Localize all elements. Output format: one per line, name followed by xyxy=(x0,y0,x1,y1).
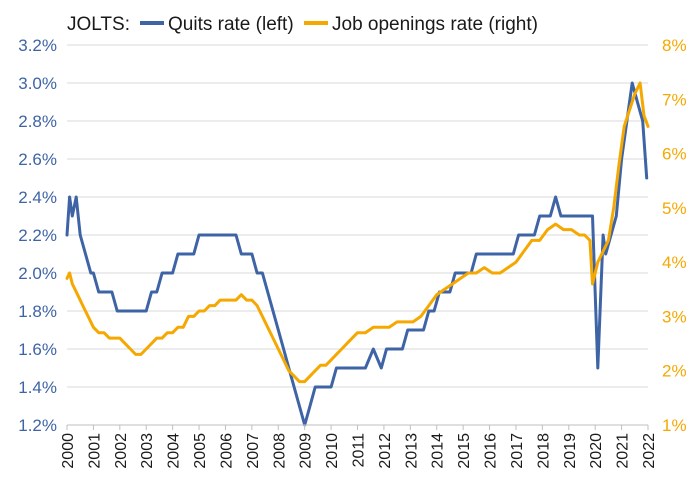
legend-prefix: JOLTS: xyxy=(67,14,130,35)
x-axis-tick-label: 2011 xyxy=(351,433,368,468)
left-axis-tick-label: 2.2% xyxy=(18,226,57,245)
x-axis-tick-label: 2001 xyxy=(86,433,103,469)
left-axis: 1.2% 1.4% 1.6% 1.8% 2.0% 2.2% 2.4% 2.6% 2.8% 3.0%… xyxy=(18,36,57,435)
x-axis-tick-label: 2021 xyxy=(615,433,632,469)
left-axis-tick-label: 1.6% xyxy=(18,340,57,359)
right-axis-tick-label: 5% xyxy=(662,199,687,218)
x-axis-tick-label: 2007 xyxy=(245,433,262,469)
left-axis-tick-label: 1.8% xyxy=(18,302,57,321)
x-axis-tick-label: 2005 xyxy=(192,433,209,469)
x-axis-tick-label: 2019 xyxy=(562,433,579,469)
x-axis-tick-label: 2015 xyxy=(456,433,473,469)
series-line-quits xyxy=(65,81,649,427)
right-axis-tick-label: 7% xyxy=(662,90,687,109)
right-axis-tick-label: 8% xyxy=(662,36,687,55)
x-axis-tick-label: 2022 xyxy=(641,433,658,469)
left-axis-tick-label: 3.0% xyxy=(18,74,57,93)
x-axis-tick-label: 2002 xyxy=(113,433,130,469)
right-axis: 1% 2% 3% 4% 5% 6% 7% 8% xyxy=(662,36,687,435)
x-axis-tick-label: 2017 xyxy=(509,433,526,469)
x-axis-tick-label: 2004 xyxy=(166,433,183,469)
x-axis-tick-label: 2012 xyxy=(377,433,394,469)
series-line-openings xyxy=(65,81,650,384)
series-layer xyxy=(65,81,650,427)
left-axis-tick-label: 2.8% xyxy=(18,112,57,131)
left-axis-tick-label: 2.6% xyxy=(18,150,57,169)
x-axis-tick-label: 2008 xyxy=(271,433,288,469)
x-axis-tick-label: 2020 xyxy=(588,433,605,469)
left-axis-tick-label: 1.4% xyxy=(18,378,57,397)
x-axis-tick-label: 2018 xyxy=(535,433,552,469)
x-axis-tick-label: 2003 xyxy=(139,433,156,469)
x-axis: 2000 2001 2002 2003 2004 2005 2006 2007 2008 2009… xyxy=(60,424,658,469)
right-axis-tick-label: 3% xyxy=(662,307,687,326)
left-axis-tick-label: 2.4% xyxy=(18,188,57,207)
x-axis-tick-label: 2000 xyxy=(60,433,77,469)
x-axis-tick-label: 2016 xyxy=(483,433,500,469)
right-axis-tick-label: 2% xyxy=(662,362,687,381)
left-axis-tick-label: 1.2% xyxy=(18,416,57,435)
legend: JOLTS: Quits rate (left) Job openings ra… xyxy=(67,14,538,35)
x-axis-tick-label: 2006 xyxy=(218,433,235,469)
right-axis-tick-label: 1% xyxy=(662,416,687,435)
gridlines xyxy=(67,44,648,426)
legend-label-quits: Quits rate (left) xyxy=(168,14,294,35)
x-axis-tick-label: 2014 xyxy=(430,433,447,469)
right-axis-tick-label: 4% xyxy=(662,253,687,272)
right-axis-tick-label: 6% xyxy=(662,145,687,164)
left-axis-tick-label: 2.0% xyxy=(18,264,57,283)
x-axis-tick-label: 2009 xyxy=(298,433,315,469)
left-axis-tick-label: 3.2% xyxy=(18,36,57,55)
legend-label-openings: Job openings rate (right) xyxy=(332,14,538,35)
x-axis-tick-label: 2013 xyxy=(403,433,420,469)
x-axis-tick-label: 2010 xyxy=(324,433,341,469)
